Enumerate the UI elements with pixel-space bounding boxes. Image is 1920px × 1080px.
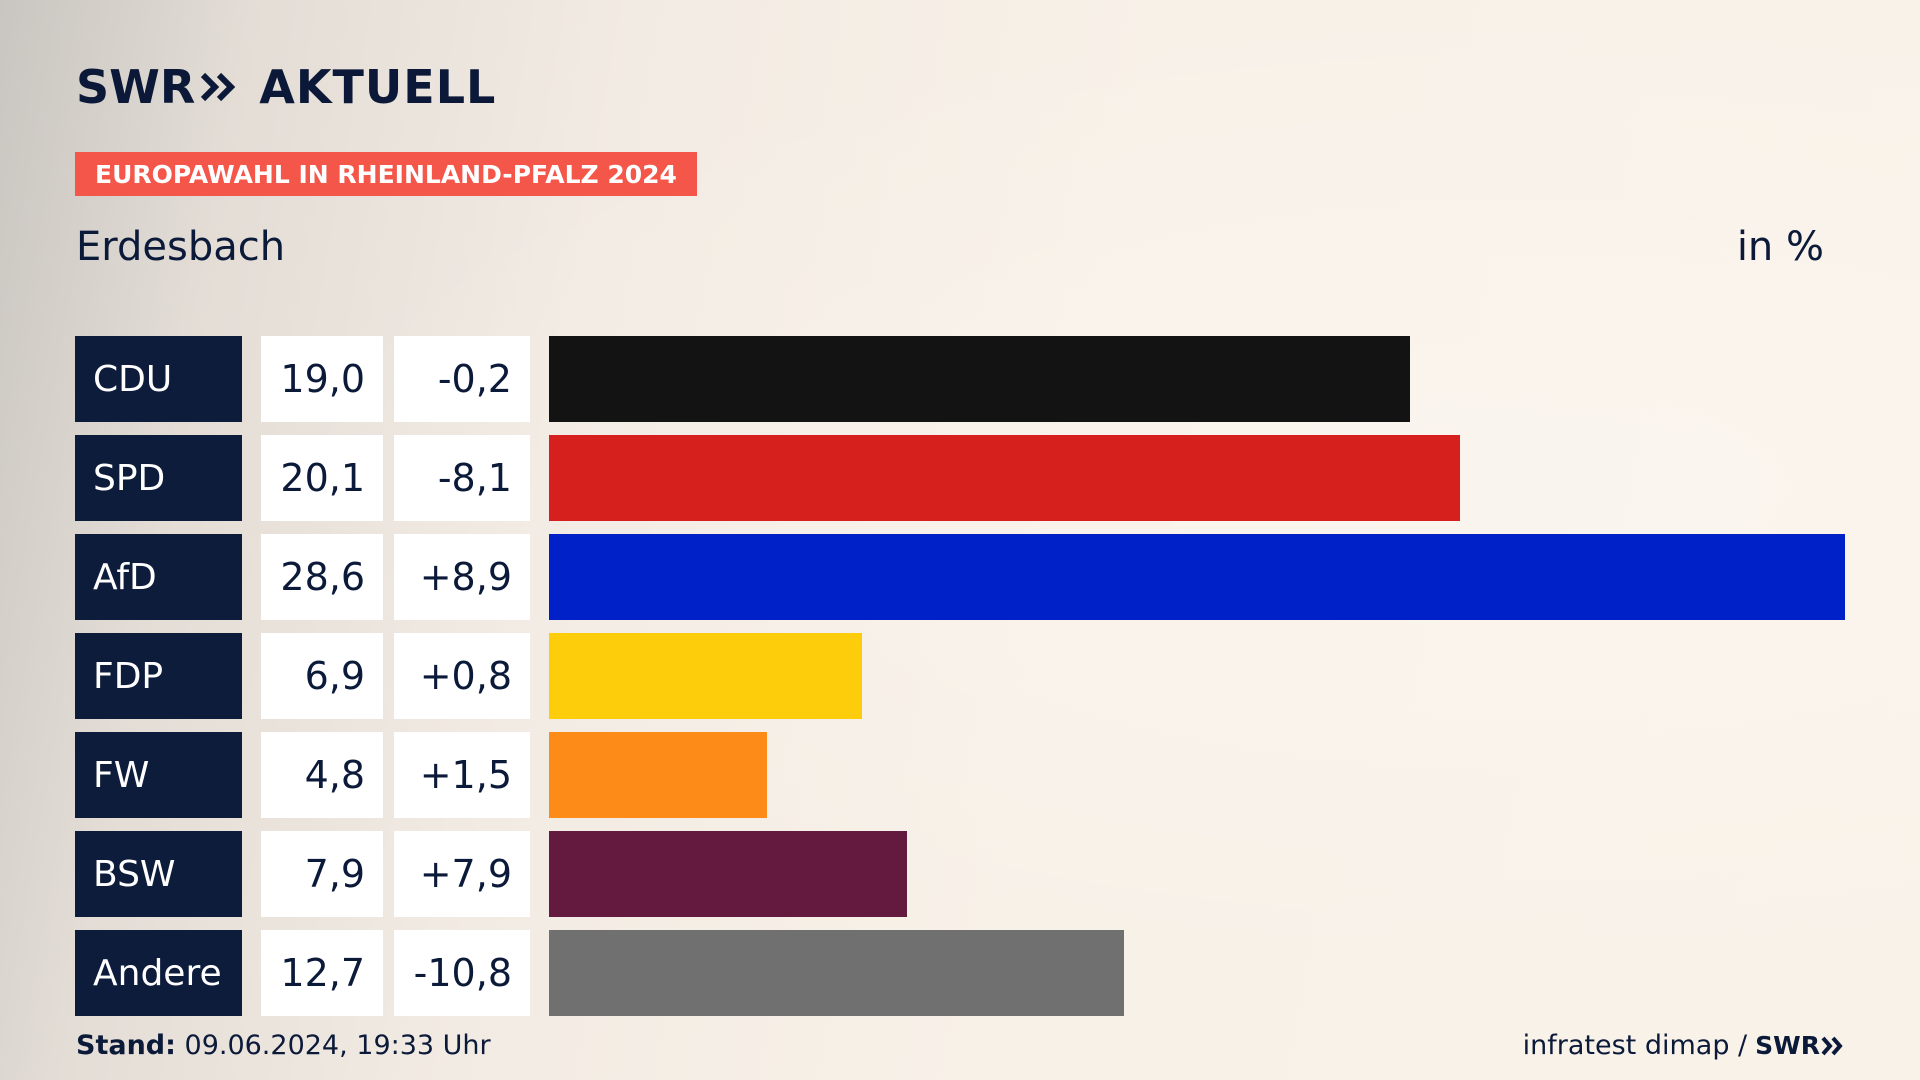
swr-aktuell-logo: SWR AKTUELL	[76, 64, 496, 110]
footer-double-chevron-icon	[1821, 1036, 1843, 1055]
chart-row: FW 4,8 +1,5	[0, 732, 1920, 818]
party-label: FDP	[75, 633, 242, 719]
vote-share-label: 19,0	[261, 336, 383, 422]
result-bar	[549, 336, 1410, 422]
result-bar	[549, 930, 1124, 1016]
chart-row: SPD 20,1 -8,1	[0, 435, 1920, 521]
footer-swr-text: SWR	[1755, 1031, 1820, 1060]
change-label: -8,1	[394, 435, 530, 521]
double-chevron-icon	[201, 72, 236, 102]
stand-label: Stand:	[76, 1030, 176, 1061]
change-label: +7,9	[394, 831, 530, 917]
party-label: Andere	[75, 930, 242, 1016]
chart-row: AfD 28,6 +8,9	[0, 534, 1920, 620]
vote-share-label: 4,8	[261, 732, 383, 818]
party-label: BSW	[75, 831, 242, 917]
change-label: +8,9	[394, 534, 530, 620]
footer-swr-logo: SWR	[1755, 1031, 1845, 1060]
result-bar	[549, 831, 907, 917]
vote-share-label: 12,7	[261, 930, 383, 1016]
logo-aktuell-text: AKTUELL	[259, 60, 497, 114]
party-label: AfD	[75, 534, 242, 620]
change-label: +0,8	[394, 633, 530, 719]
result-bar	[549, 732, 767, 818]
change-label: +1,5	[394, 732, 530, 818]
unit-label: in %	[1736, 224, 1824, 270]
chart-row: Andere 12,7 -10,8	[0, 930, 1920, 1016]
party-label: SPD	[75, 435, 242, 521]
footer-timestamp: Stand: 09.06.2024, 19:33 Uhr	[76, 1030, 491, 1061]
party-label: CDU	[75, 336, 242, 422]
result-bar	[549, 534, 1845, 620]
vote-share-label: 6,9	[261, 633, 383, 719]
vote-share-label: 28,6	[261, 534, 383, 620]
source-text: infratest dimap /	[1522, 1030, 1748, 1061]
party-label: FW	[75, 732, 242, 818]
chart-row: CDU 19,0 -0,2	[0, 336, 1920, 422]
result-bar	[549, 633, 862, 719]
change-label: -0,2	[394, 336, 530, 422]
chart-row: BSW 7,9 +7,9	[0, 831, 1920, 917]
stand-value: 09.06.2024, 19:33 Uhr	[184, 1030, 491, 1061]
change-label: -10,8	[394, 930, 530, 1016]
footer-source: infratest dimap / SWR	[1523, 1030, 1845, 1061]
location-title: Erdesbach	[76, 224, 286, 270]
logo-swr-text: SWR	[76, 60, 196, 114]
vote-share-label: 7,9	[261, 831, 383, 917]
election-badge: EUROPAWAHL IN RHEINLAND-PFALZ 2024	[75, 152, 697, 196]
result-bar	[549, 435, 1460, 521]
vote-share-label: 20,1	[261, 435, 383, 521]
chart-row: FDP 6,9 +0,8	[0, 633, 1920, 719]
